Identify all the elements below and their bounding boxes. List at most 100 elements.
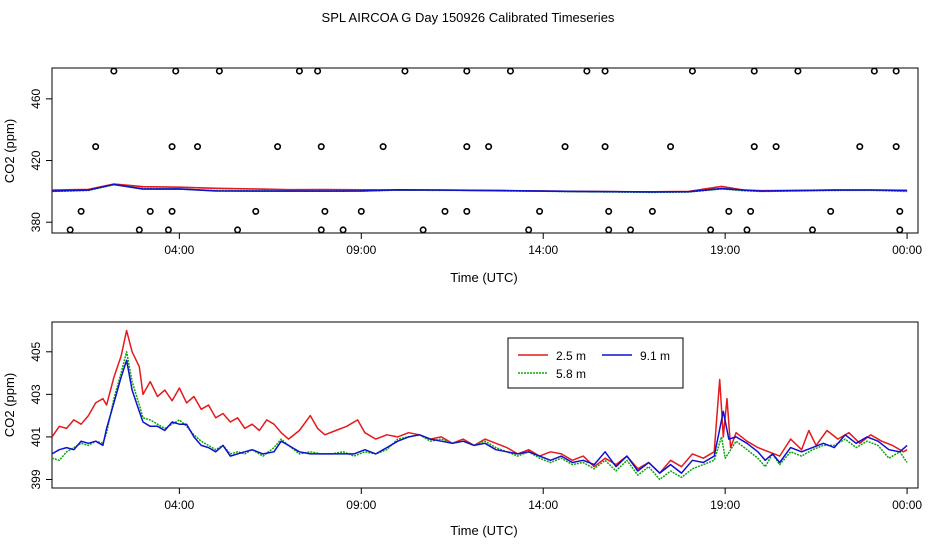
top-scatter-point <box>561 143 569 151</box>
top-scatter-point <box>743 226 751 234</box>
top-scatter-point <box>379 143 387 151</box>
top-x-tick-label: 09:00 <box>346 243 376 257</box>
bottom-x-tick-label: 09:00 <box>346 498 376 512</box>
top-scatter-point <box>401 67 409 75</box>
top-scatter-point <box>168 207 176 215</box>
top-scatter-point <box>135 226 143 234</box>
bottom-x-tick-label: 19:00 <box>710 498 740 512</box>
top-scatter-point <box>725 207 733 215</box>
top-scatter-point <box>892 143 900 151</box>
bottom-y-tick-label: 401 <box>29 427 43 447</box>
top-x-axis: 04:00 09:00 14:00 19:00 00:00 <box>164 233 922 257</box>
legend-label-9-1m: 9.1 m <box>640 349 670 363</box>
top-scatter-point <box>627 226 635 234</box>
top-scatter-point <box>688 67 696 75</box>
top-scatter-point <box>77 207 85 215</box>
chart-title: SPL AIRCOA G Day 150926 Calibrated Times… <box>322 10 615 25</box>
top-scatter-point <box>648 207 656 215</box>
top-y-axis: 380 420 460 <box>29 89 52 232</box>
top-scatter-point <box>583 67 591 75</box>
bottom-x-tick-label: 14:00 <box>528 498 558 512</box>
top-y-tick-label: 380 <box>29 212 43 232</box>
top-scatter-point <box>164 226 172 234</box>
top-scatter-point <box>317 226 325 234</box>
top-scatter-point <box>463 67 471 75</box>
top-scatter-point <box>463 207 471 215</box>
top-scatter-point <box>601 143 609 151</box>
legend-label-2-5m: 2.5 m <box>556 349 586 363</box>
top-scatter-point <box>707 226 715 234</box>
top-x-tick-label: 04:00 <box>164 243 194 257</box>
top-x-tick-label: 00:00 <box>892 243 922 257</box>
top-y-tick-label: 420 <box>29 150 43 170</box>
top-x-label: Time (UTC) <box>450 270 517 285</box>
top-scatter-point <box>667 143 675 151</box>
top-scatter-point <box>750 67 758 75</box>
top-scatter-point <box>110 67 118 75</box>
top-scatter-point <box>215 67 223 75</box>
legend: 2.5 m 5.8 m 9.1 m <box>507 337 684 389</box>
top-scatter-point <box>172 67 180 75</box>
top-scatter-point <box>317 143 325 151</box>
top-scatter-point <box>856 143 864 151</box>
top-scatter-point <box>463 143 471 151</box>
bottom-x-tick-label: 04:00 <box>164 498 194 512</box>
top-scatter-point <box>357 207 365 215</box>
top-scatter-point <box>870 67 878 75</box>
top-plot-area <box>51 67 908 234</box>
top-scatter-point <box>146 207 154 215</box>
top-x-tick-label: 14:00 <box>528 243 558 257</box>
top-scatter-point <box>601 67 609 75</box>
bottom-x-tick-label: 00:00 <box>892 498 922 512</box>
top-scatter-point <box>827 207 835 215</box>
top-scatter-point <box>747 207 755 215</box>
bottom-y-tick-label: 405 <box>29 341 43 361</box>
legend-box <box>507 337 684 389</box>
bottom-series-line-5-8-m <box>51 351 908 481</box>
top-y-label: CO2 (ppm) <box>2 119 17 183</box>
top-scatter-point <box>485 143 493 151</box>
top-scatter-point <box>896 226 904 234</box>
bottom-plot-area <box>51 329 908 481</box>
bottom-plot-frame <box>51 321 919 489</box>
bottom-series-line-9-1-m <box>51 359 908 474</box>
top-scatter-point <box>419 226 427 234</box>
legend-label-5-8m: 5.8 m <box>556 367 586 381</box>
top-scatter-point <box>605 207 613 215</box>
top-scatter-point <box>274 143 282 151</box>
top-scatter-point <box>92 143 100 151</box>
bottom-y-label: CO2 (ppm) <box>2 373 17 437</box>
top-scatter-point <box>168 143 176 151</box>
top-scatter-point <box>536 207 544 215</box>
bottom-y-tick-label: 399 <box>29 469 43 489</box>
top-panel: 380 420 460 04:00 09:00 14:00 19:00 00:00 Time… <box>2 67 922 285</box>
top-scatter-point <box>66 226 74 234</box>
bottom-y-tick-label: 403 <box>29 384 43 404</box>
top-scatter-point <box>892 67 900 75</box>
top-scatter-point <box>295 67 303 75</box>
top-scatter-point <box>794 67 802 75</box>
bottom-x-label: Time (UTC) <box>450 523 517 538</box>
top-scatter-point <box>506 67 514 75</box>
bottom-y-axis: 399 401 403 405 <box>29 341 52 490</box>
top-scatter-point <box>339 226 347 234</box>
bottom-panel: 399 401 403 405 04:00 09:00 14:00 19:00 00:00 T… <box>2 321 922 538</box>
top-scatter-point <box>441 207 449 215</box>
bottom-series-line-2-5-m <box>51 329 908 474</box>
top-scatter-point <box>605 226 613 234</box>
top-scatter-point <box>234 226 242 234</box>
top-scatter-point <box>314 67 322 75</box>
top-series-line-9-1-m <box>51 183 908 193</box>
top-scatter-point <box>194 143 202 151</box>
top-scatter-point <box>525 226 533 234</box>
top-y-tick-label: 460 <box>29 89 43 109</box>
top-scatter-point <box>321 207 329 215</box>
bottom-x-axis: 04:00 09:00 14:00 19:00 00:00 <box>164 488 922 512</box>
top-scatter-point <box>252 207 260 215</box>
top-scatter-point <box>896 207 904 215</box>
top-scatter-point <box>772 143 780 151</box>
top-scatter-point <box>808 226 816 234</box>
top-plot-frame <box>51 67 919 234</box>
